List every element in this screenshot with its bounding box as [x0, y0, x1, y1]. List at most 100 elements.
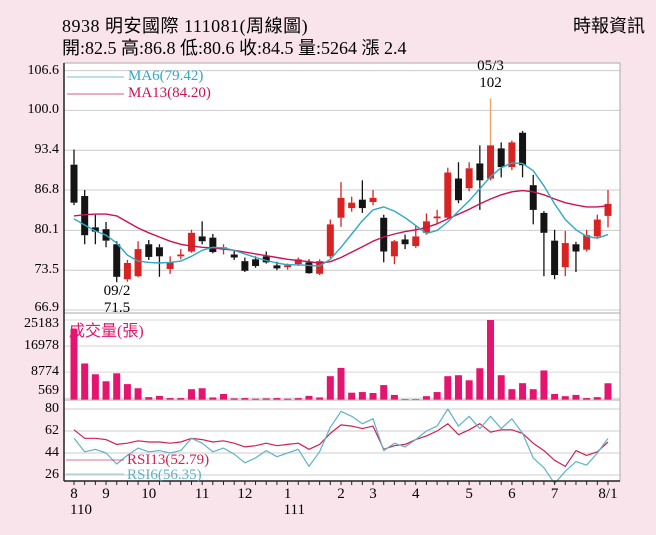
volume-bar: [358, 392, 366, 400]
volume-bar: [316, 397, 324, 400]
high-annotation-date: 05/3: [477, 58, 504, 74]
candle-down: [230, 254, 238, 258]
volume-bar: [305, 395, 313, 400]
volume-bar: [70, 328, 78, 400]
volume-bar: [444, 376, 452, 400]
volume-bar: [166, 398, 174, 400]
volume-bar: [113, 373, 121, 400]
volume-bar: [604, 383, 612, 400]
volume-bar: [230, 398, 238, 400]
price-axis-tick-label: 86.8: [34, 181, 60, 197]
candle-up: [390, 241, 398, 257]
volume-bar: [81, 363, 89, 400]
rsi6-legend-label: RSI6(56.35): [127, 467, 202, 483]
month-tick-label: 9: [102, 486, 110, 502]
candle-up: [284, 265, 292, 268]
high-annotation-price: 102: [479, 75, 502, 91]
volume-bar: [102, 381, 110, 400]
candle-up: [433, 216, 441, 219]
candle-up: [166, 262, 174, 269]
candle-down: [497, 148, 505, 168]
rsi-axis-tick-label: 26: [45, 466, 59, 482]
volume-pane-title: 成交量(張): [69, 323, 144, 340]
price-pane-bg: [64, 63, 620, 313]
candle-up: [604, 203, 612, 216]
volume-bar: [155, 395, 163, 400]
candle-down: [380, 217, 388, 252]
volume-bar: [187, 389, 195, 400]
volume-bar: [220, 393, 228, 400]
month-tick-label: 4: [412, 486, 420, 502]
candle-up: [465, 168, 473, 189]
volume-bar: [177, 398, 185, 400]
month-tick-label: 10: [141, 486, 157, 502]
volume-axis-tick-label: 25183: [24, 316, 59, 331]
volume-bar: [337, 367, 345, 400]
volume-bar: [209, 397, 217, 400]
volume-bar: [348, 392, 356, 400]
candle-down: [476, 163, 484, 181]
month-tick-label: 8: [70, 486, 78, 502]
year-label: 110: [70, 502, 92, 518]
volume-bar: [561, 396, 569, 400]
candle-down: [91, 227, 99, 232]
price-axis-tick-label: 66.9: [34, 300, 60, 315]
candle-down: [519, 132, 527, 166]
volume-bar: [145, 397, 153, 400]
volume-bar: [454, 375, 462, 400]
month-tick-label: 7: [550, 486, 559, 502]
volume-bar: [593, 397, 601, 400]
candle-up: [187, 232, 195, 252]
volume-bar: [529, 389, 537, 400]
candle-down: [305, 262, 313, 274]
ma13-legend-label: MA13(84.20): [128, 85, 211, 101]
candle-up: [561, 243, 569, 268]
volume-bar: [252, 398, 260, 400]
month-tick-label: 2: [337, 486, 345, 502]
candle-down: [572, 244, 580, 252]
volume-bar: [487, 319, 495, 400]
high-annotation: 05/3 102: [468, 58, 513, 92]
volume-bar: [497, 375, 505, 400]
volume-bar: [134, 388, 142, 400]
candle-down: [145, 244, 153, 257]
volume-bar: [294, 398, 302, 400]
rsi-pane-bg: [64, 400, 620, 481]
candle-up: [593, 219, 601, 237]
volume-bar: [508, 389, 516, 400]
volume-bar: [123, 384, 131, 400]
candle-down: [241, 261, 249, 271]
rsi-axis-tick-label: 80: [45, 401, 59, 416]
rsi-axis-tick-label: 62: [45, 422, 59, 438]
candle-up: [348, 202, 356, 209]
candle-down: [209, 237, 217, 253]
price-axis-tick-label: 106.6: [27, 63, 60, 78]
candle-up: [583, 235, 591, 250]
candle-down: [401, 239, 409, 245]
candle-down: [81, 196, 89, 236]
candle-up: [134, 249, 142, 277]
candle-down: [551, 240, 559, 276]
month-tick-label: 11: [194, 486, 210, 502]
candle-down: [155, 247, 163, 257]
month-tick-label: 5: [465, 486, 473, 502]
candle-up: [337, 197, 345, 218]
volume-bar: [91, 374, 99, 400]
volume-bar: [433, 392, 441, 400]
volume-bar: [465, 380, 473, 400]
candle-up: [412, 236, 420, 247]
rsi13-line: [73, 423, 609, 467]
volume-axis-tick-label: 569: [38, 383, 59, 398]
volume-bar: [284, 398, 292, 400]
candle-up: [316, 261, 324, 274]
candle-up: [508, 142, 516, 168]
candle-up: [294, 259, 302, 265]
candle-up: [123, 262, 131, 280]
price-axis-tick-label: 80.1: [34, 222, 60, 238]
candle-down: [358, 199, 366, 209]
candle-up: [487, 145, 495, 179]
data-source-label: 時報資訊: [573, 16, 645, 36]
volume-bar: [262, 398, 270, 400]
page-title: 8938 明安國際 111081(周線圖): [62, 16, 309, 36]
